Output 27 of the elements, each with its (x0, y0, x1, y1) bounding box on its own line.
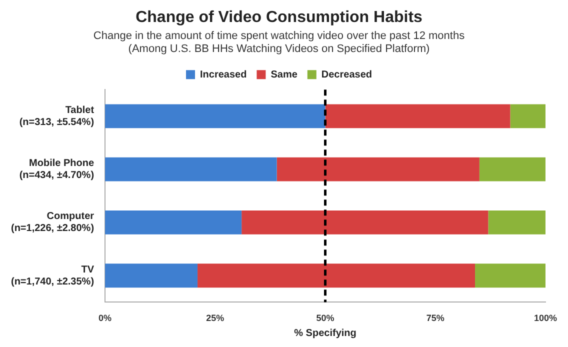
bar (105, 104, 326, 128)
chart-title: Change of Video Consumption Habits (136, 9, 423, 26)
bar (325, 104, 510, 128)
bar (242, 210, 488, 234)
y-tick-label: TV (n=1,740, ±2.35%) (10, 264, 94, 288)
x-tick-label: 75% (426, 313, 444, 324)
y-tick-label: Mobile Phone (n=434, ±4.70%) (19, 158, 94, 182)
bar (105, 210, 242, 234)
bar (198, 264, 476, 288)
x-axis-title: % Specifying (294, 328, 356, 339)
bar (105, 157, 277, 182)
x-tick-label: 50% (316, 313, 334, 324)
y-tick-label: Tablet (n=313, ±5.54%) (19, 104, 95, 128)
x-tick-label: 100% (534, 313, 558, 324)
bar (475, 264, 546, 288)
bar (105, 264, 198, 288)
y-tick-label: Computer (n=1,226, ±2.80%) (10, 211, 94, 234)
legend-label: Same (270, 69, 298, 80)
x-tick-label: 25% (206, 313, 224, 324)
legend-label: Decreased (321, 69, 372, 80)
bar (488, 210, 546, 234)
bar (276, 157, 480, 182)
bar (479, 157, 546, 182)
x-tick-label: 0% (98, 313, 112, 324)
chart-subtitle: Change in the amount of time spent watching video over the past 12 months (Among U.S. BB HHs Watching Videos on Specified Platform) (93, 30, 466, 56)
bar (510, 104, 546, 128)
legend-label: Increased (200, 69, 247, 80)
